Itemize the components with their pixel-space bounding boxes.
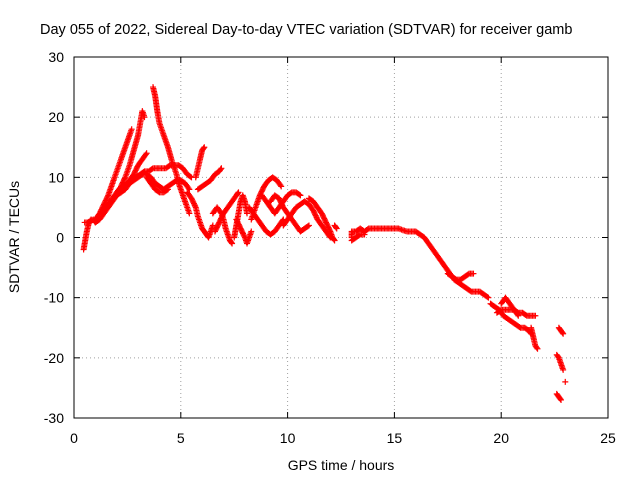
series-arc-5 (113, 108, 148, 199)
data-point (192, 203, 199, 210)
x-tick-label: 25 (600, 430, 616, 446)
series-arc-23 (348, 225, 492, 301)
data-point (305, 222, 312, 229)
data-point (532, 312, 539, 319)
series-arc-7 (150, 84, 193, 217)
data-point (297, 192, 304, 199)
series-arc-24 (348, 231, 368, 244)
data-point (141, 114, 148, 121)
data-point (296, 191, 303, 198)
data-point (333, 224, 340, 231)
series-arc-19 (267, 192, 312, 235)
series-arc-29 (528, 324, 541, 352)
series-arc-32 (553, 390, 565, 403)
data-point (218, 165, 225, 172)
data-point (217, 166, 224, 173)
y-tick-label: 20 (48, 109, 64, 125)
chart-title: Day 055 of 2022, Sidereal Day-to-day VTE… (40, 22, 572, 38)
data-point (533, 344, 540, 351)
data-point (142, 151, 149, 158)
data-series (80, 84, 569, 403)
data-point (558, 396, 565, 403)
x-tick-label: 10 (280, 430, 296, 446)
series-arc-13 (211, 189, 242, 235)
data-point (560, 330, 567, 337)
series-arc-16 (246, 204, 287, 238)
series-arc-8 (143, 174, 171, 196)
data-point (398, 226, 405, 233)
data-point (485, 294, 492, 301)
series-arc-30 (555, 324, 567, 337)
series-arc-18 (258, 189, 304, 217)
y-tick-label: -20 (44, 350, 64, 366)
series-arc-28 (498, 294, 522, 319)
data-point (278, 183, 285, 190)
series-arc-21 (305, 195, 338, 244)
x-tick-label: 5 (177, 430, 185, 446)
data-point (562, 378, 569, 385)
data-point (164, 186, 171, 193)
series-arc-3 (92, 126, 135, 223)
y-tick-label: 30 (48, 49, 64, 65)
series-arc-33 (562, 378, 569, 385)
data-point (514, 311, 521, 318)
series-arc-25 (444, 270, 477, 283)
y-tick-label: 10 (48, 169, 64, 185)
data-point (333, 225, 340, 232)
data-point (559, 329, 566, 336)
series-arc-31 (553, 351, 567, 373)
data-point (331, 237, 338, 244)
data-point (241, 233, 248, 240)
data-point (361, 231, 368, 238)
data-point (201, 144, 208, 151)
data-point (277, 182, 284, 189)
series-arc-12 (209, 204, 236, 247)
data-point (228, 239, 235, 246)
data-point (326, 227, 333, 234)
grid-lines (74, 57, 608, 418)
series-arc-11 (194, 165, 225, 193)
data-point (143, 150, 150, 157)
data-point (234, 190, 241, 197)
series-arc-15 (233, 216, 255, 247)
data-point (229, 240, 236, 247)
x-tick-label: 15 (387, 430, 403, 446)
data-point (186, 210, 193, 217)
series-arc-20 (280, 198, 334, 241)
x-tick-label: 0 (70, 430, 78, 446)
data-point (244, 210, 251, 217)
data-point (515, 312, 522, 319)
y-axis-label: SDTVAR / TECUs (6, 181, 22, 293)
data-point (470, 270, 477, 277)
series-arc-17 (248, 174, 285, 223)
data-point (187, 173, 194, 180)
data-point (200, 145, 207, 152)
data-point (186, 186, 193, 193)
series-arc-6 (117, 150, 150, 196)
data-point (235, 189, 242, 196)
x-axis-label: GPS time / hours (288, 457, 395, 473)
series-arc-22 (331, 222, 340, 232)
y-tick-label: 0 (56, 230, 64, 246)
y-tick-label: -30 (44, 410, 64, 426)
data-point (557, 395, 564, 402)
data-point (330, 236, 337, 243)
data-point (534, 345, 541, 352)
data-point (185, 185, 192, 192)
data-point (304, 223, 311, 230)
data-point (104, 193, 111, 200)
data-point (121, 175, 128, 182)
data-point (248, 228, 255, 235)
axis-ticks: 0 5 10 15 20 25 -30 -20 -10 0 10 20 30 (44, 49, 616, 446)
data-point (560, 366, 567, 373)
data-point (209, 222, 216, 229)
y-tick-label: -10 (44, 290, 64, 306)
series-arc-10 (184, 189, 216, 241)
series-arc-9 (192, 144, 208, 181)
data-point (128, 126, 135, 133)
data-point (163, 187, 170, 194)
data-point (484, 293, 491, 300)
x-tick-label: 20 (493, 430, 509, 446)
